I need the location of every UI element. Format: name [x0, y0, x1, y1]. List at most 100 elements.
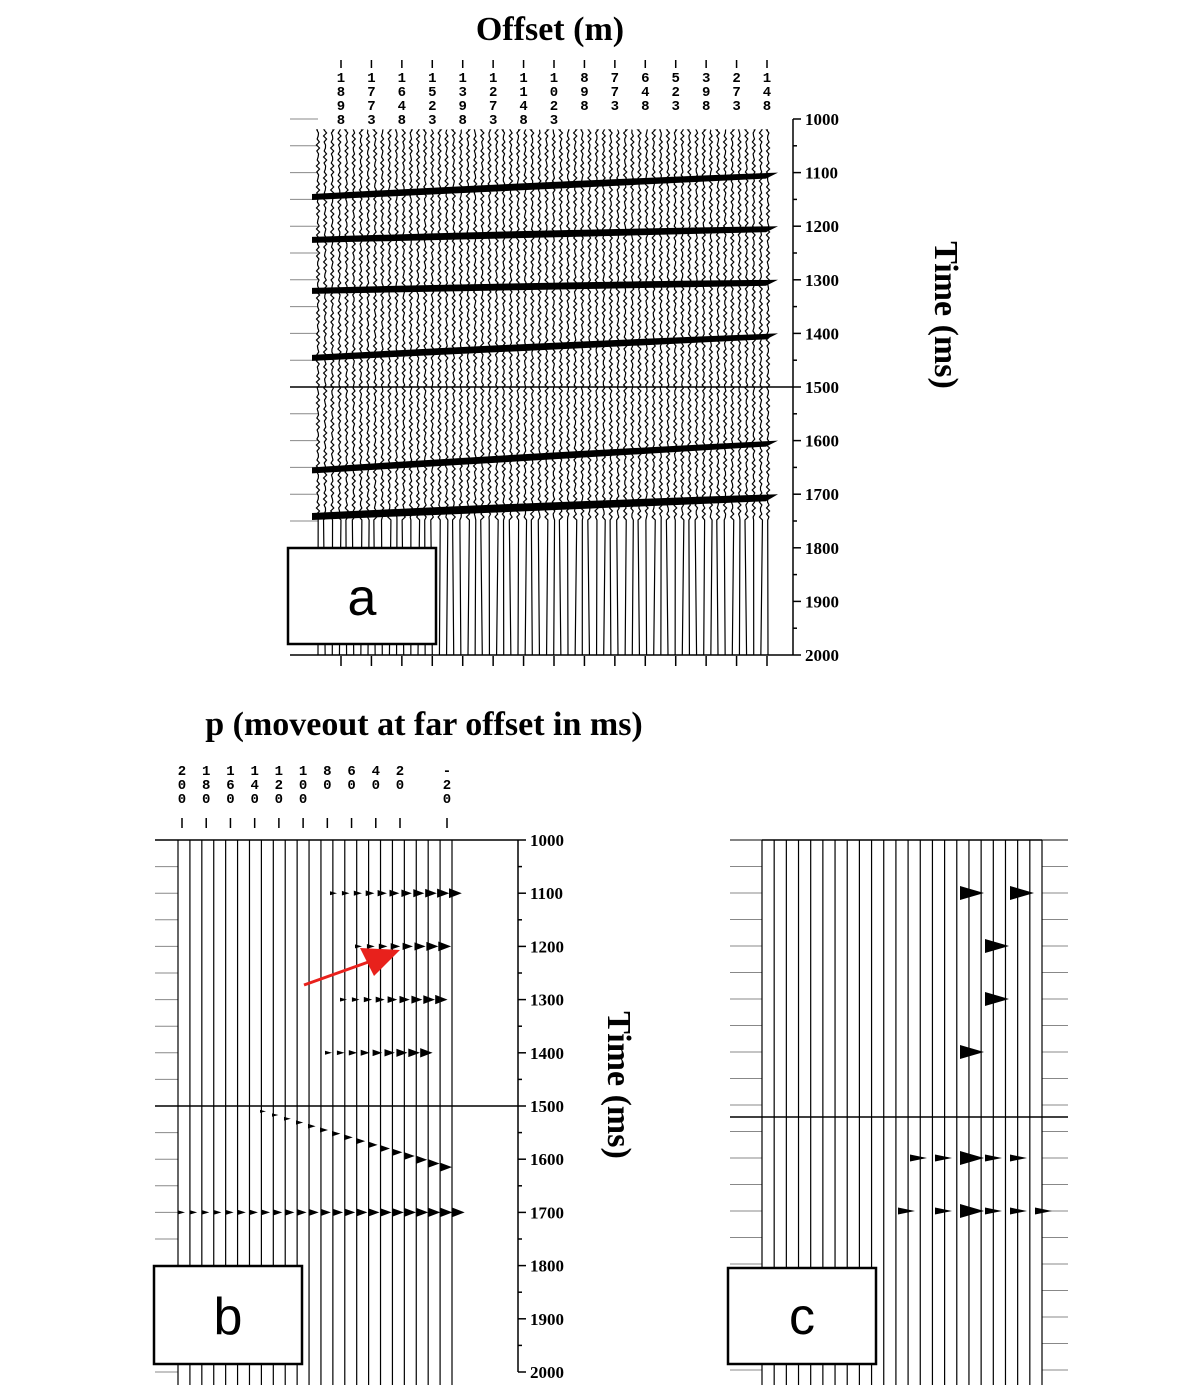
wavelet: [285, 1209, 295, 1216]
wavelet: [416, 1207, 429, 1217]
wavelet: [420, 1048, 433, 1058]
wavelet: [189, 1210, 198, 1215]
seismic-trace: [665, 129, 671, 656]
offset-digit: 9: [459, 99, 467, 115]
wavelet: [368, 1208, 380, 1217]
time-tick-label: 1300: [530, 991, 564, 1010]
wavelet: [380, 1145, 390, 1153]
offset-digit: 9: [580, 85, 588, 101]
offset-digit: 3: [428, 113, 436, 129]
p-digit: 2: [396, 764, 404, 780]
seismic-trace: [644, 129, 650, 656]
offset-digit: 8: [702, 99, 710, 115]
offset-digit: 4: [763, 85, 771, 101]
p-digit: 8: [202, 778, 210, 794]
wavelet: [225, 1209, 234, 1215]
wavelet: [935, 1207, 952, 1215]
offset-digit: 7: [732, 85, 740, 101]
seismic-trace: [729, 129, 736, 656]
wavelet: [308, 1208, 319, 1216]
offset-digit: 3: [611, 99, 619, 115]
seismic-trace: [536, 129, 542, 656]
wavelet: [284, 1116, 291, 1121]
wavelet: [296, 1120, 304, 1125]
seismic-trace: [472, 129, 478, 656]
offset-digit: 2: [672, 85, 680, 101]
time-tick-label: 1100: [805, 164, 838, 183]
seismic-trace: [444, 129, 450, 656]
wavelet: [330, 891, 337, 896]
panel-c-events: [898, 886, 1052, 1218]
p-digit: 0: [299, 792, 307, 808]
offset-digit: 1: [519, 85, 527, 101]
p-digit: 0: [178, 778, 186, 794]
offset-digit: 9: [702, 85, 710, 101]
seismic-trace: [765, 129, 771, 656]
time-tick-label: 1700: [530, 1203, 564, 1222]
offset-digit: 7: [611, 85, 619, 101]
wavelet: [260, 1109, 266, 1113]
wavelet: [356, 1208, 368, 1217]
offset-digit: 4: [641, 85, 649, 101]
wavelet: [351, 997, 360, 1002]
seismic-trace: [615, 129, 621, 656]
wavelet: [411, 995, 423, 1004]
time-tick-label: 2000: [530, 1363, 564, 1382]
offset-digit: 1: [428, 71, 436, 87]
offset-tick-labels: 1898177316481523139812731148102389877364…: [337, 60, 771, 666]
time-tick-label: 1500: [805, 378, 839, 397]
seismic-trace: [486, 129, 492, 656]
seismic-trace: [722, 129, 728, 656]
wavelet: [372, 1049, 383, 1057]
wavelet: [363, 996, 373, 1003]
offset-digit: 5: [428, 85, 436, 101]
panel-b-y-title: Time (ms): [600, 1011, 637, 1159]
wavelet: [273, 1209, 283, 1216]
wavelet: [449, 888, 462, 899]
offset-digit: 1: [459, 71, 467, 87]
time-tick-label: 1300: [805, 271, 839, 290]
reflection-event: [312, 279, 778, 294]
offset-digit: 1: [489, 71, 497, 87]
seismic-trace: [565, 129, 571, 656]
panel-b-grid: [155, 839, 518, 1373]
seismic-trace: [636, 129, 642, 656]
offset-digit: 8: [459, 113, 467, 129]
panel-c-label: c: [789, 1288, 815, 1346]
offset-digit: 1: [519, 71, 527, 87]
wavelet: [985, 992, 1009, 1006]
offset-digit: 3: [672, 99, 680, 115]
wavelet: [389, 889, 400, 897]
wavelet: [404, 1152, 415, 1160]
time-tick-label: 1200: [530, 937, 564, 956]
time-tick-label: 1000: [530, 831, 564, 850]
p-digit: 6: [226, 778, 234, 794]
seismic-trace: [586, 129, 592, 656]
p-digit: 1: [226, 764, 234, 780]
panel-a-events: [312, 172, 778, 520]
time-tick-label: 1800: [805, 539, 839, 558]
p-digit: -: [443, 764, 451, 780]
wavelet: [396, 1048, 408, 1057]
seismic-trace: [494, 129, 500, 656]
p-digit: 1: [275, 764, 283, 780]
wavelet: [960, 1204, 984, 1218]
wavelet: [960, 1151, 984, 1165]
time-tick-label: 1400: [530, 1044, 564, 1063]
seismic-trace: [701, 129, 707, 656]
wavelet: [985, 1207, 1002, 1215]
wavelet: [428, 1159, 440, 1168]
seismic-trace: [479, 129, 485, 656]
offset-digit: 2: [489, 85, 497, 101]
offset-digit: 7: [367, 85, 375, 101]
seismic-trace: [607, 129, 614, 656]
seismic-trace: [686, 129, 692, 656]
panel-b-time-axis: 1000 1100 1200 1300 1400 1500 1600 1700 1800 1900…: [517, 831, 564, 1382]
p-digit: 1: [299, 764, 307, 780]
time-tick-label: 1900: [530, 1310, 564, 1329]
wavelet: [416, 1155, 428, 1164]
wavelet: [368, 1141, 378, 1149]
reflection-event: [312, 226, 778, 243]
offset-digit: 0: [550, 85, 558, 101]
